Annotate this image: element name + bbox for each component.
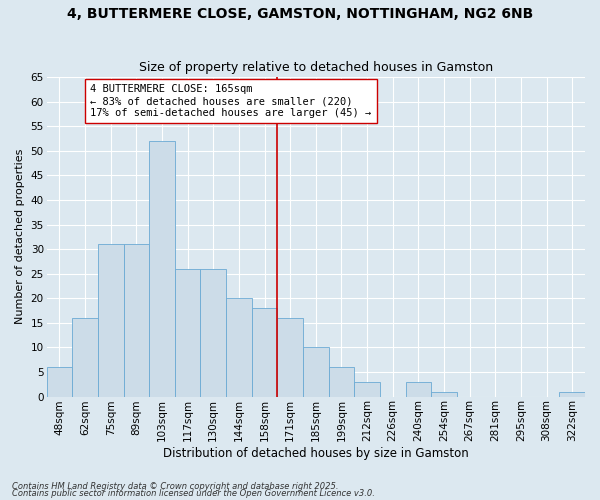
Bar [47,367,72,396]
Bar [72,318,98,396]
Bar [431,392,457,396]
Bar [149,141,175,397]
Bar [354,382,380,396]
Text: Contains HM Land Registry data © Crown copyright and database right 2025.: Contains HM Land Registry data © Crown c… [12,482,338,491]
Text: Contains public sector information licensed under the Open Government Licence v3: Contains public sector information licen… [12,489,375,498]
Bar [277,318,303,396]
Bar [251,308,277,396]
Bar [124,244,149,396]
Text: 4, BUTTERMERE CLOSE, GAMSTON, NOTTINGHAM, NG2 6NB: 4, BUTTERMERE CLOSE, GAMSTON, NOTTINGHAM… [67,8,533,22]
Text: 4 BUTTERMERE CLOSE: 165sqm
← 83% of detached houses are smaller (220)
17% of sem: 4 BUTTERMERE CLOSE: 165sqm ← 83% of deta… [90,84,371,117]
Bar [329,367,354,396]
Bar [406,382,431,396]
Bar [303,348,329,397]
Bar [175,268,200,396]
Bar [98,244,124,396]
Bar [559,392,585,396]
Y-axis label: Number of detached properties: Number of detached properties [15,149,25,324]
Bar [226,298,251,396]
X-axis label: Distribution of detached houses by size in Gamston: Distribution of detached houses by size … [163,447,469,460]
Bar [200,268,226,396]
Title: Size of property relative to detached houses in Gamston: Size of property relative to detached ho… [139,62,493,74]
